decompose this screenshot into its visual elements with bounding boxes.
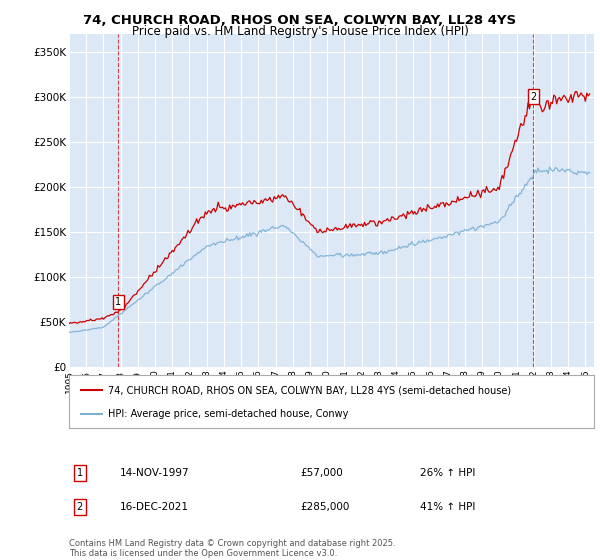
- Text: 74, CHURCH ROAD, RHOS ON SEA, COLWYN BAY, LL28 4YS (semi-detached house): 74, CHURCH ROAD, RHOS ON SEA, COLWYN BAY…: [109, 385, 511, 395]
- Text: Contains HM Land Registry data © Crown copyright and database right 2025.
This d: Contains HM Land Registry data © Crown c…: [69, 539, 395, 558]
- Text: £285,000: £285,000: [300, 502, 349, 512]
- Text: Price paid vs. HM Land Registry's House Price Index (HPI): Price paid vs. HM Land Registry's House …: [131, 25, 469, 38]
- Text: HPI: Average price, semi-detached house, Conwy: HPI: Average price, semi-detached house,…: [109, 408, 349, 418]
- Text: 1: 1: [77, 468, 83, 478]
- Text: 2: 2: [530, 92, 536, 101]
- Text: 74, CHURCH ROAD, RHOS ON SEA, COLWYN BAY, LL28 4YS: 74, CHURCH ROAD, RHOS ON SEA, COLWYN BAY…: [83, 14, 517, 27]
- Text: 1: 1: [115, 297, 121, 307]
- Text: 2: 2: [77, 502, 83, 512]
- Text: 26% ↑ HPI: 26% ↑ HPI: [420, 468, 475, 478]
- Text: 14-NOV-1997: 14-NOV-1997: [120, 468, 190, 478]
- Text: 41% ↑ HPI: 41% ↑ HPI: [420, 502, 475, 512]
- Text: £57,000: £57,000: [300, 468, 343, 478]
- Text: 16-DEC-2021: 16-DEC-2021: [120, 502, 189, 512]
